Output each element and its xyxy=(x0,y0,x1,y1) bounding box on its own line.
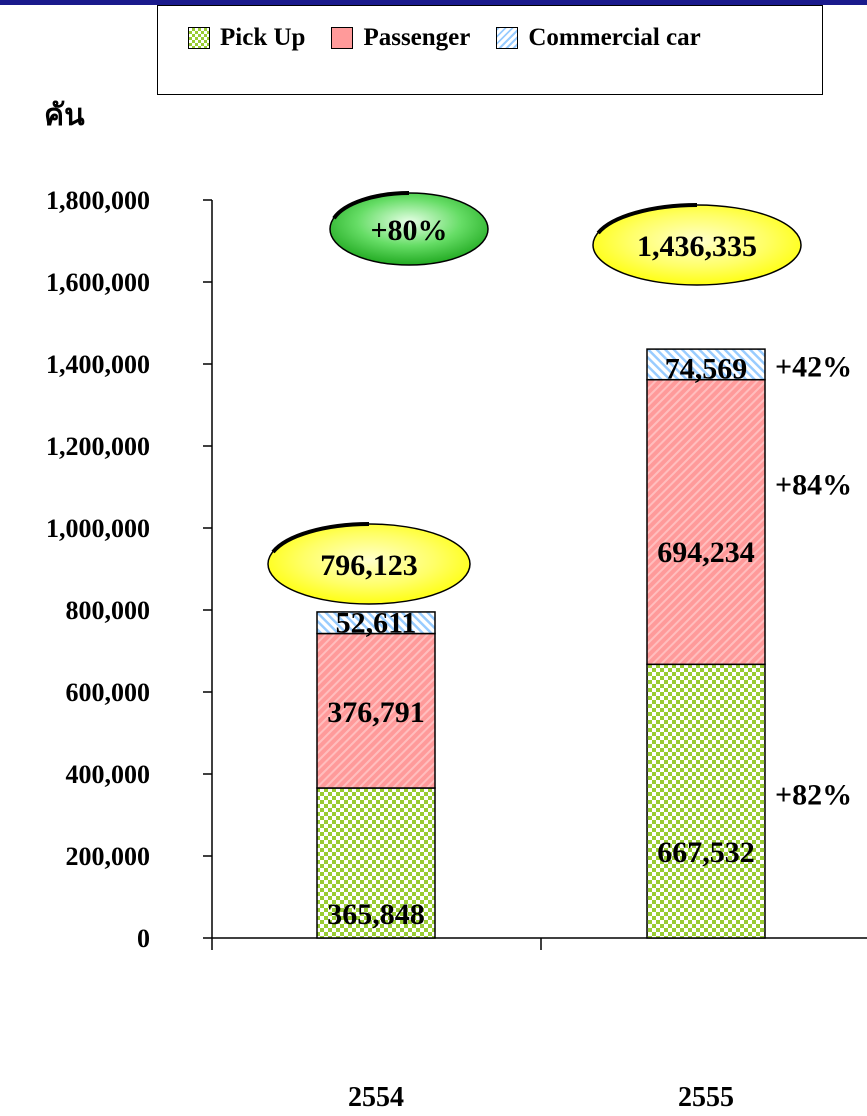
legend-item-passenger: Passenger xyxy=(331,24,470,52)
x-tick-label: 2554 xyxy=(348,1082,404,1113)
bar-segment xyxy=(646,348,766,381)
legend: Pick Up Passenger Commercial car xyxy=(157,5,823,95)
growth-label: +84% xyxy=(775,468,852,501)
bar-value-label: 694,234 xyxy=(657,536,755,569)
total-callout-2555-text: 1,436,335 xyxy=(637,230,757,263)
y-tick-label: 800,000 xyxy=(66,596,151,625)
growth-label: +82% xyxy=(775,778,852,811)
y-tick-label: 1,000,000 xyxy=(46,514,150,543)
bar-value-label: 667,532 xyxy=(657,836,755,869)
y-tick-label: 400,000 xyxy=(66,760,151,789)
y-tick-label: 600,000 xyxy=(66,678,151,707)
bar-value-label: 376,791 xyxy=(327,696,425,729)
total-callout-2554-text: 796,123 xyxy=(320,549,418,582)
x-tick-label: 2555 xyxy=(678,1082,734,1113)
y-tick-label: 1,400,000 xyxy=(46,350,150,379)
total-callout-2555-rim xyxy=(596,203,698,235)
total-change-callout-rim xyxy=(332,191,410,220)
legend-label-commercial: Commercial car xyxy=(528,24,701,51)
legend-item-commercial: Commercial car xyxy=(496,24,701,52)
total-callout-2554-rim xyxy=(271,522,370,554)
bar-value-label: 74,569 xyxy=(665,353,748,386)
y-tick-label: 200,000 xyxy=(66,842,151,871)
legend-label-pickup: Pick Up xyxy=(220,24,306,51)
total-change-callout-text: +80% xyxy=(370,214,447,247)
legend-swatch-pickup xyxy=(188,27,210,49)
y-tick-label: 1,800,000 xyxy=(46,186,150,215)
y-axis-unit-label: คัน xyxy=(44,98,85,133)
growth-label: +42% xyxy=(775,350,852,383)
y-tick-label: 1,600,000 xyxy=(46,268,150,297)
legend-swatch-commercial xyxy=(496,27,519,49)
legend-label-passenger: Passenger xyxy=(363,24,471,51)
bar-segment xyxy=(316,611,436,635)
legend-item-pickup: Pick Up xyxy=(188,24,305,52)
bar-segment xyxy=(316,787,436,939)
y-tick-label: 1,200,000 xyxy=(46,432,150,461)
bar-segment xyxy=(316,632,436,789)
legend-swatch-passenger xyxy=(331,27,354,49)
bar-value-label: 52,611 xyxy=(336,607,417,640)
bar-value-label: 365,848 xyxy=(327,898,425,931)
top-bar xyxy=(0,0,867,5)
bar-segment xyxy=(646,663,766,939)
y-tick-label: 0 xyxy=(137,924,150,953)
bar-segment xyxy=(646,378,766,666)
